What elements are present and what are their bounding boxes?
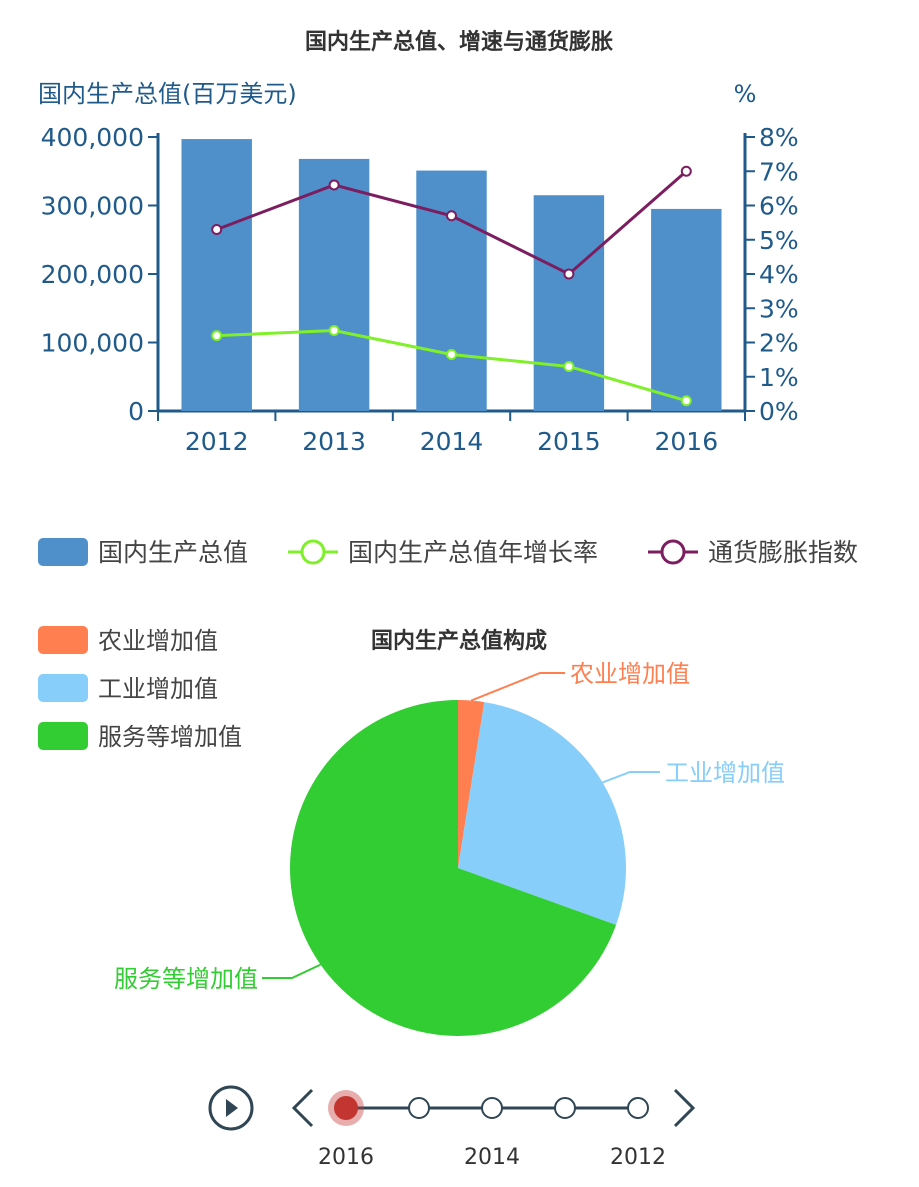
chevron-left-icon[interactable] xyxy=(291,1088,314,1128)
y-right-tick-label: 0% xyxy=(759,397,799,426)
timeline-point[interactable] xyxy=(627,1097,649,1119)
series-point-1-2013[interactable] xyxy=(328,325,340,337)
y-right-tick-label: 2% xyxy=(759,329,799,358)
legend-label: 国内生产总值年增长率 xyxy=(348,538,598,567)
chevron-right-icon[interactable] xyxy=(673,1088,696,1128)
pie-slice-3[interactable] xyxy=(290,700,617,1036)
legend-swatch-marker xyxy=(300,539,326,565)
series-point-2-2015[interactable] xyxy=(563,268,575,280)
pie-slice-label: 服务等增加值 xyxy=(114,965,258,993)
timeline[interactable]: 2016 2014 2012 xyxy=(208,1085,696,1170)
y-right-tick-label: 1% xyxy=(759,363,799,392)
pie-slice-label: 农业增加值 xyxy=(570,660,690,688)
series-point-1-2016[interactable] xyxy=(680,395,692,407)
y-right-tick-label: 4% xyxy=(759,260,799,289)
timeline-point[interactable] xyxy=(408,1097,430,1119)
play-triangle xyxy=(226,1099,238,1117)
pie-legend-swatch xyxy=(38,626,88,654)
legend-item-2[interactable]: 国内生产总值年增长率 xyxy=(288,538,598,567)
series-point-1-2014[interactable] xyxy=(446,348,457,360)
play-icon[interactable] xyxy=(208,1085,254,1131)
y-left-tick-label: 300,000 xyxy=(41,192,144,221)
timeline-point-current[interactable] xyxy=(334,1096,358,1120)
timeline-point[interactable] xyxy=(554,1097,576,1119)
pie-legend-swatch xyxy=(38,674,88,702)
chart-title: 国内生产总值、增速与通货膨胀 xyxy=(305,29,613,55)
combo-chart: 0 100,000 200,000 300,000 400,000 0% 1% 2% 3% 4% 5… xyxy=(41,123,799,456)
y-axis-right-label: % xyxy=(734,80,757,108)
legend-swatch-marker xyxy=(660,539,686,565)
pie-slice-label: 工业增加值 xyxy=(665,759,785,787)
pie-legend-item-2[interactable]: 工业增加值 xyxy=(38,674,218,703)
y-right-tick-label: 8% xyxy=(759,123,799,152)
x-tick-label: 2013 xyxy=(302,427,366,456)
x-tick-label: 2016 xyxy=(654,427,718,456)
y-right-tick-label: 5% xyxy=(759,226,799,255)
timeline-label: 2016 xyxy=(318,1145,374,1170)
y-left-tick-label: 100,000 xyxy=(41,329,144,358)
pie-title: 国内生产总值构成 xyxy=(371,628,547,654)
series-point-1-2015[interactable] xyxy=(563,360,575,372)
pie-label-line xyxy=(470,672,565,702)
pie-legend-item-3[interactable]: 服务等增加值 xyxy=(38,722,242,751)
series-point-2-2016[interactable] xyxy=(680,165,692,177)
pie-legend-item-1[interactable]: 农业增加值 xyxy=(38,626,218,655)
pie-legend-swatch xyxy=(38,722,88,750)
legend-label: 通货膨胀指数 xyxy=(708,538,858,567)
series-point-1-2012[interactable] xyxy=(211,330,223,342)
legend-item-1[interactable]: 国内生产总值 xyxy=(38,538,248,567)
pie-legend-label: 工业增加值 xyxy=(98,675,218,703)
timeline-label: 2014 xyxy=(464,1145,520,1170)
timeline-point[interactable] xyxy=(481,1097,503,1119)
pie-label-line xyxy=(602,771,660,784)
pie-legend-label: 农业增加值 xyxy=(98,627,218,655)
bar-2012[interactable] xyxy=(181,139,252,411)
legend-item-3[interactable]: 通货膨胀指数 xyxy=(648,538,858,567)
bar-2016[interactable] xyxy=(651,208,722,411)
series-point-2-2014[interactable] xyxy=(446,210,457,222)
pie-slice-2[interactable] xyxy=(458,702,626,925)
y-right-tick-label: 7% xyxy=(759,157,799,186)
series-point-2-2013[interactable] xyxy=(328,179,340,191)
x-tick-label: 2015 xyxy=(537,427,601,456)
bar-2015[interactable] xyxy=(533,195,605,411)
y-left-tick-label: 0 xyxy=(128,397,144,426)
y-right-tick-label: 3% xyxy=(759,294,799,323)
play-button-ring xyxy=(208,1085,254,1131)
pie-label-line xyxy=(262,963,321,979)
pie-legend-label: 服务等增加值 xyxy=(98,723,242,751)
y-left-tick-label: 200,000 xyxy=(41,260,144,289)
combo-legend[interactable]: 国内生产总值 国内生产总值年增长率 通货膨胀指数 xyxy=(38,538,858,567)
x-tick-label: 2012 xyxy=(185,427,249,456)
y-axis-left-label: 国内生产总值(百万美元) xyxy=(38,80,297,108)
series-point-2-2012[interactable] xyxy=(211,223,223,235)
x-tick-label: 2014 xyxy=(420,427,484,456)
bar-2014[interactable] xyxy=(416,170,487,411)
timeline-label: 2012 xyxy=(610,1145,666,1170)
y-right-tick-label: 6% xyxy=(759,192,799,221)
legend-label: 国内生产总值 xyxy=(98,538,248,567)
legend-swatch xyxy=(38,538,88,566)
y-left-tick-label: 400,000 xyxy=(41,123,144,152)
bar-2013[interactable] xyxy=(298,158,370,411)
pie-slice-1[interactable] xyxy=(458,700,485,868)
